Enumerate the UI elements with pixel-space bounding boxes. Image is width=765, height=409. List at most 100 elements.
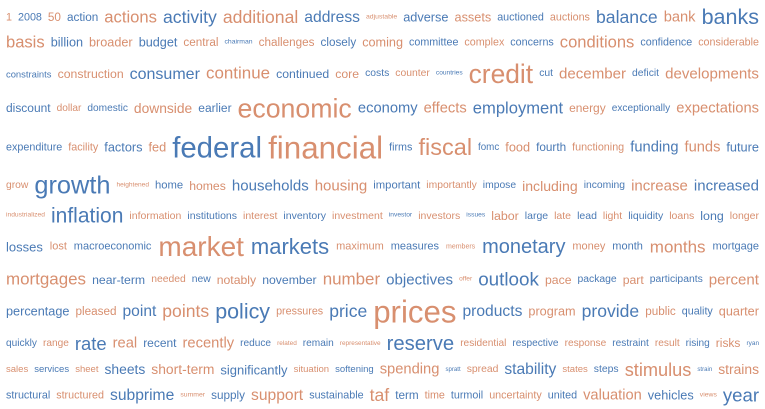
cloud-word: fomc <box>478 142 500 154</box>
cloud-word: supply <box>211 389 245 403</box>
cloud-word: money <box>572 240 606 253</box>
cloud-word: growth <box>34 171 111 200</box>
cloud-word: food <box>505 139 531 155</box>
cloud-word: quality <box>681 305 713 318</box>
cloud-word: auctioned <box>497 11 544 24</box>
cloud-word: market <box>158 231 244 262</box>
cloud-word: part <box>622 272 644 287</box>
cloud-word: prices <box>373 294 457 330</box>
cloud-word: public <box>645 305 676 319</box>
cloud-word: adverse <box>403 9 449 25</box>
cloud-word: including <box>522 177 578 194</box>
cloud-word: additional <box>222 7 299 28</box>
cloud-word: fourth <box>536 141 567 155</box>
cloud-word: risks <box>715 336 741 351</box>
cloud-word: conditions <box>559 32 635 52</box>
cloud-word: 1 <box>6 11 12 24</box>
cloud-word: sales <box>6 364 29 376</box>
cloud-word: strains <box>718 361 760 378</box>
cloud-word: investors <box>418 209 461 222</box>
cloud-word: deficit <box>632 67 660 79</box>
cloud-word: liquidity <box>628 209 664 222</box>
cloud-word: sheets <box>104 361 146 378</box>
cloud-word: response <box>564 337 607 349</box>
cloud-word: employment <box>472 98 564 118</box>
cloud-word: sustainable <box>309 389 364 402</box>
cloud-word: short-term <box>151 361 215 378</box>
cloud-word: needed <box>151 273 186 285</box>
cloud-word: closely <box>320 36 357 50</box>
cloud-word: effects <box>423 100 467 117</box>
cloud-word: investment <box>332 209 383 222</box>
cloud-word: billion <box>50 35 84 50</box>
cloud-word: broader <box>89 35 133 50</box>
cloud-word: structural <box>6 389 51 402</box>
cloud-word: months <box>649 237 706 257</box>
cloud-word: recent <box>143 336 177 351</box>
cloud-word: credit <box>468 58 534 89</box>
cloud-word: maximum <box>336 240 384 253</box>
cloud-word: new <box>191 273 211 285</box>
cloud-word: mortgage <box>712 240 759 253</box>
cloud-word: mortgages <box>6 269 87 289</box>
cloud-word: december <box>559 65 627 83</box>
cloud-word: spratt <box>445 366 461 373</box>
cloud-word: products <box>462 303 523 321</box>
cloud-word: fiscal <box>418 134 473 161</box>
cloud-word: counter <box>395 67 430 79</box>
cloud-word: factors <box>104 139 143 155</box>
cloud-word: bank <box>663 9 696 26</box>
cloud-word: 2008 <box>18 11 42 24</box>
cloud-word: financial <box>268 130 384 166</box>
cloud-word: percent <box>708 271 759 289</box>
cloud-word: coming <box>362 35 403 50</box>
cloud-word: fed <box>148 139 167 155</box>
cloud-word: funds <box>684 139 721 156</box>
cloud-word: funding <box>630 139 679 156</box>
cloud-word: facility <box>68 141 99 154</box>
cloud-word: balance <box>596 7 658 28</box>
cloud-word: services <box>34 364 70 376</box>
cloud-word: ryan <box>746 339 760 347</box>
cloud-word: important <box>373 179 421 192</box>
cloud-word: monetary <box>482 236 566 258</box>
cloud-word: term <box>395 389 419 403</box>
cloud-word: views <box>699 391 717 399</box>
cloud-word: significantly <box>220 362 288 378</box>
cloud-word: sheet <box>75 364 99 376</box>
cloud-word: discount <box>6 101 51 116</box>
cloud-word: result <box>654 337 680 349</box>
cloud-word: losses <box>6 239 43 255</box>
cloud-word: number <box>322 269 381 289</box>
cloud-word: real <box>112 335 138 352</box>
cloud-word: taf <box>369 385 390 406</box>
cloud-word: countries <box>435 69 463 77</box>
cloud-word: structured <box>56 389 104 402</box>
cloud-word: concerns <box>510 36 554 49</box>
cloud-word: pleased <box>75 305 117 319</box>
cloud-word: auctions <box>549 11 590 24</box>
cloud-word: uncertainty <box>489 389 542 402</box>
cloud-word: rising <box>685 337 710 349</box>
cloud-word: basis <box>6 32 45 52</box>
cloud-word: vehicles <box>647 387 694 403</box>
cloud-word: representative <box>339 339 381 347</box>
cloud-word: range <box>43 337 69 349</box>
cloud-word: impose <box>482 179 517 191</box>
cloud-word: homes <box>189 178 226 193</box>
cloud-word: chairman <box>224 38 253 46</box>
cloud-word: members <box>446 243 476 251</box>
cloud-word: remain <box>302 337 334 349</box>
cloud-word: housing <box>314 177 368 195</box>
cloud-word: core <box>335 66 360 81</box>
cloud-word: address <box>304 9 360 27</box>
cloud-word: industrialized <box>6 211 45 219</box>
cloud-word: steps <box>593 363 619 375</box>
cloud-word: late <box>554 209 572 222</box>
cloud-word: developments <box>665 65 759 83</box>
cloud-word: 50 <box>47 11 61 25</box>
cloud-word: exceptionally <box>611 102 671 114</box>
cloud-word: turmoil <box>450 389 484 402</box>
cloud-word: reserve <box>386 332 455 355</box>
cloud-word: investor <box>388 211 413 219</box>
